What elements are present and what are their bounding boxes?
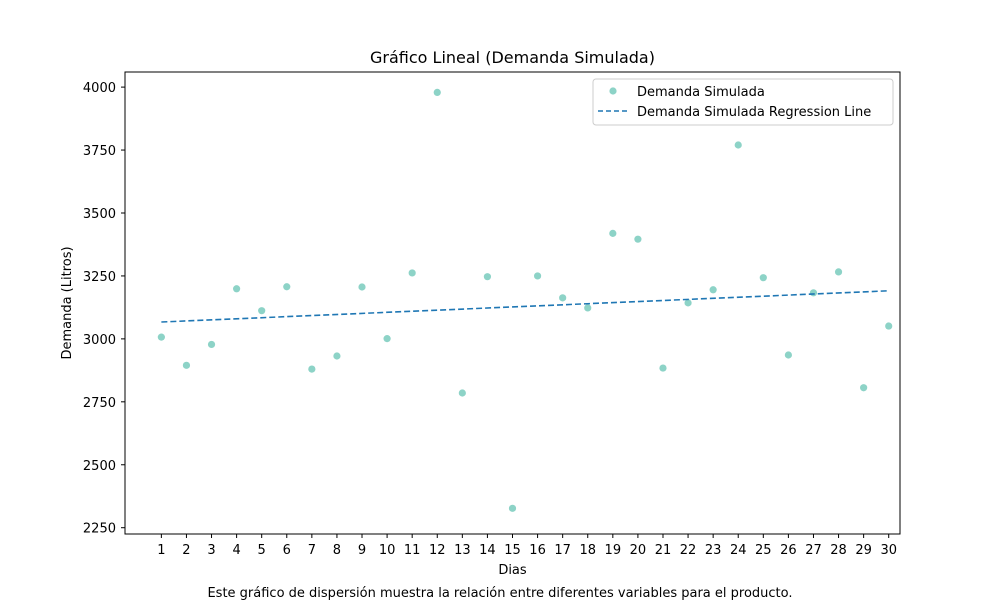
data-point	[684, 299, 692, 307]
x-tick-label: 9	[358, 543, 366, 558]
y-tick-label: 4000	[83, 81, 116, 96]
data-point	[784, 351, 792, 359]
y-tick-label: 3750	[83, 144, 116, 159]
y-axis-label: Demanda (Litros)	[60, 246, 75, 359]
data-point	[584, 304, 592, 312]
data-point	[207, 340, 216, 349]
legend-box	[592, 78, 894, 126]
x-tick-label: 22	[680, 543, 697, 558]
x-axis-label: Dias	[498, 563, 527, 578]
data-point	[659, 364, 667, 372]
x-tick-label: 6	[283, 543, 291, 558]
x-tick-label: 14	[479, 543, 496, 558]
x-tick-label: 16	[529, 543, 546, 558]
x-tick-label: 10	[379, 543, 396, 558]
legend: Demanda Simulada Demanda Simulada Regres…	[592, 78, 894, 126]
data-point	[634, 235, 642, 243]
y-tick-label: 3500	[83, 207, 116, 222]
x-tick-label: 11	[404, 543, 421, 558]
legend-label-regression: Demanda Simulada Regression Line	[637, 105, 871, 120]
x-tick-label: 3	[207, 543, 215, 558]
x-tick-label: 12	[429, 543, 446, 558]
y-tick-label: 3000	[83, 333, 116, 348]
y-tick-label: 3250	[83, 270, 116, 285]
y-tick-label: 2250	[83, 522, 116, 537]
x-tick-label: 27	[805, 543, 822, 558]
data-point	[157, 333, 165, 341]
data-point	[333, 352, 341, 360]
data-point	[433, 88, 441, 96]
x-tick-label: 1	[157, 543, 165, 558]
x-tick-label: 4	[232, 543, 240, 558]
x-tick-label: 5	[258, 543, 266, 558]
data-point	[834, 268, 843, 276]
x-tick-label: 29	[855, 543, 872, 558]
data-point	[809, 289, 818, 297]
x-tick-label: 24	[730, 543, 747, 558]
x-axis: 1 2 3 4 5 6 7 8 9 10 11 12 13 14 15 16 17 18 19 20 21 22 23 24 2…	[157, 534, 897, 558]
series-layer	[157, 88, 893, 512]
legend-marker-scatter	[609, 87, 617, 95]
data-point	[182, 361, 191, 369]
x-tick-label: 7	[308, 543, 316, 558]
x-tick-label: 28	[830, 543, 847, 558]
x-tick-label: 2	[182, 543, 190, 558]
data-point	[734, 141, 742, 149]
x-tick-label: 19	[605, 543, 622, 558]
x-tick-label: 26	[780, 543, 797, 558]
y-tick-label: 2750	[83, 396, 116, 411]
y-axis: 2250 2500 2750 3000 3250 3500 3750 4000	[83, 81, 125, 537]
x-tick-label: 20	[630, 543, 647, 558]
data-point	[408, 269, 416, 277]
data-point	[759, 274, 767, 282]
data-point	[458, 389, 466, 397]
data-point	[483, 273, 492, 281]
regression-line	[161, 289, 889, 323]
plot-frame	[124, 71, 901, 535]
y-tick-label: 2500	[83, 459, 116, 474]
x-tick-label: 18	[579, 543, 596, 558]
chart-caption: Este gráfico de dispersión muestra la re…	[207, 586, 792, 600]
x-tick-label: 17	[554, 543, 571, 558]
data-point	[233, 285, 241, 293]
x-tick-label: 25	[755, 543, 772, 558]
data-point	[559, 294, 567, 302]
data-point	[308, 365, 316, 373]
data-point	[533, 272, 542, 280]
x-tick-label: 13	[454, 543, 471, 558]
x-tick-label: 21	[655, 543, 672, 558]
data-point	[609, 229, 617, 237]
x-tick-label: 23	[705, 543, 722, 558]
data-point	[860, 384, 868, 392]
data-point	[283, 283, 291, 291]
data-point	[383, 335, 391, 343]
data-point	[358, 283, 366, 291]
data-point	[885, 322, 893, 330]
x-tick-label: 8	[333, 543, 341, 558]
legend-label-scatter: Demanda Simulada	[637, 85, 765, 100]
data-point	[508, 504, 517, 512]
data-point	[258, 307, 266, 315]
chart-title: Gráfico Lineal (Demanda Simulada)	[370, 48, 655, 67]
x-tick-label: 15	[504, 543, 521, 558]
x-tick-label: 30	[880, 543, 897, 558]
data-point	[709, 286, 717, 294]
